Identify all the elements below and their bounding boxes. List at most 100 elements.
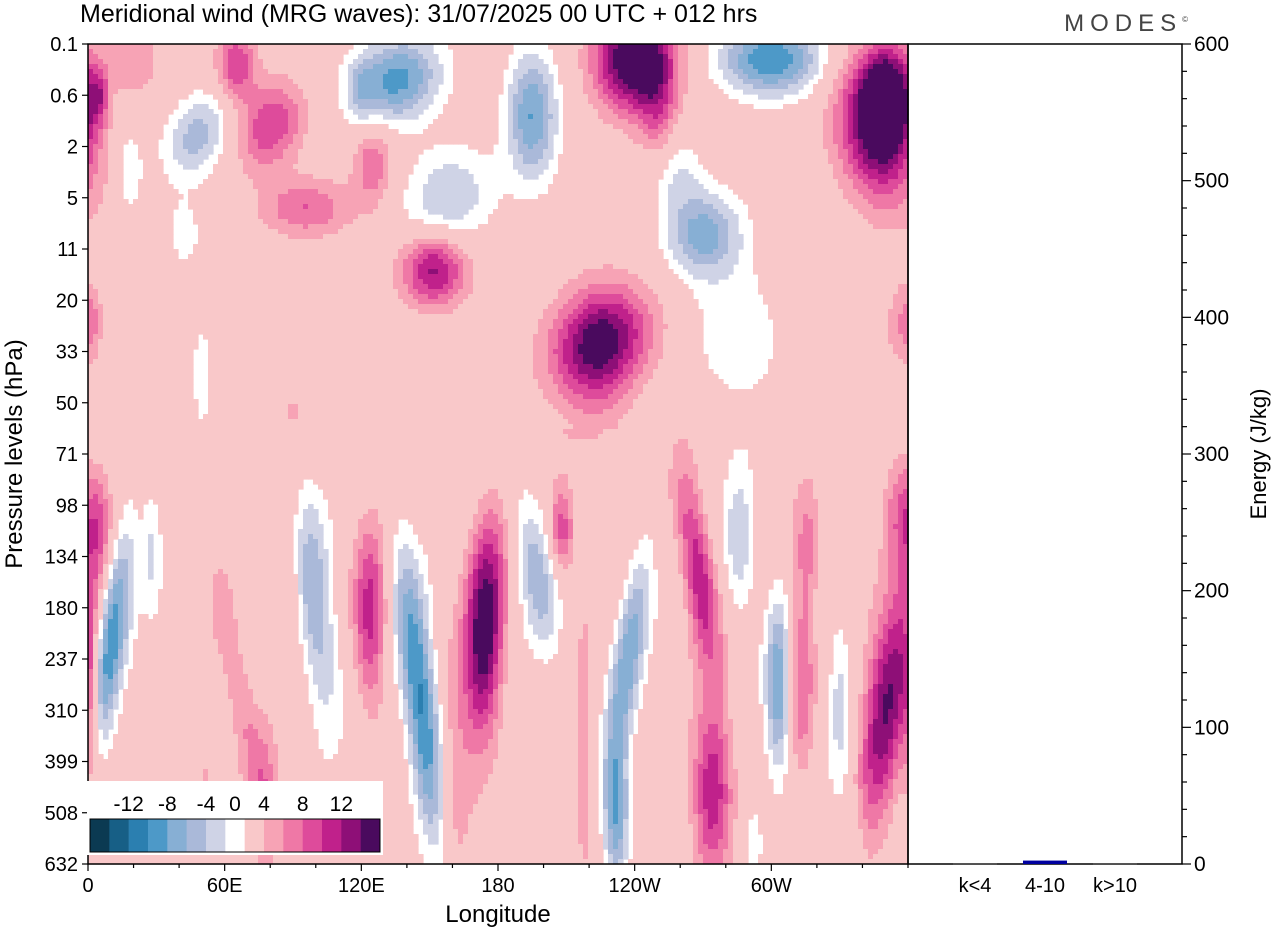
heatmap-cell: [758, 129, 764, 135]
heatmap-cell: [648, 74, 654, 80]
heatmap-cell: [818, 89, 824, 95]
heatmap-cell: [308, 74, 314, 80]
heatmap-cell: [813, 154, 819, 160]
heatmap-cell: [858, 159, 864, 165]
heatmap-cell: [633, 124, 639, 130]
heatmap-cell: [548, 94, 554, 100]
heatmap-cell: [823, 64, 829, 70]
heatmap-cell: [273, 89, 279, 95]
heatmap-cell: [118, 204, 124, 210]
heatmap-cell: [898, 184, 904, 190]
heatmap-cell: [423, 94, 429, 100]
heatmap-cell: [98, 144, 104, 150]
heatmap-cell: [263, 119, 269, 125]
heatmap-cell: [893, 134, 899, 140]
heatmap-cell: [768, 74, 774, 80]
heatmap-cell: [343, 44, 349, 50]
heatmap-cell: [778, 139, 784, 145]
heatmap-cell: [113, 94, 119, 100]
heatmap-cell: [383, 49, 389, 55]
heatmap-cell: [753, 84, 759, 90]
heatmap-cell: [103, 179, 109, 185]
heatmap-cell: [513, 204, 519, 210]
heatmap-cell: [593, 84, 599, 90]
heatmap-cell: [768, 209, 774, 215]
heatmap-cell: [768, 139, 774, 145]
heatmap-cell: [163, 109, 169, 115]
heatmap-cell: [308, 209, 314, 215]
heatmap-cell: [523, 164, 529, 170]
heatmap-cell: [823, 79, 829, 85]
heatmap-cell: [103, 54, 109, 60]
heatmap-cell: [278, 214, 284, 220]
heatmap-cell: [138, 139, 144, 145]
heatmap-cell: [298, 64, 304, 70]
heatmap-cell: [808, 204, 814, 210]
heatmap-cell: [658, 79, 664, 85]
heatmap-cell: [328, 79, 334, 85]
heatmap-cell: [788, 159, 794, 165]
heatmap-cell: [538, 164, 544, 170]
heatmap-cell: [808, 184, 814, 190]
heatmap-cell: [668, 189, 674, 195]
heatmap-cell: [863, 69, 869, 75]
heatmap-cell: [323, 94, 329, 100]
heatmap-cell: [303, 124, 309, 130]
heatmap-cell: [813, 139, 819, 145]
heatmap-cell: [708, 79, 714, 85]
heatmap-cell: [678, 89, 684, 95]
heatmap-cell: [513, 199, 519, 205]
heatmap-cell: [423, 44, 429, 50]
heatmap-cell: [213, 199, 219, 205]
heatmap-cell: [183, 49, 189, 55]
heatmap-cell: [138, 79, 144, 85]
heatmap-cell: [848, 184, 854, 190]
heatmap-cell: [833, 129, 839, 135]
heatmap-cell: [328, 94, 334, 100]
heatmap-cell: [688, 199, 694, 205]
heatmap-cell: [513, 134, 519, 140]
heatmap-cell: [118, 209, 124, 215]
heatmap-cell: [633, 129, 639, 135]
heatmap-cell: [758, 89, 764, 95]
heatmap-cell: [783, 114, 789, 120]
heatmap-cell: [238, 109, 244, 115]
heatmap-cell: [103, 199, 109, 205]
heatmap-cell: [338, 54, 344, 60]
heatmap-cell: [608, 139, 614, 145]
heatmap-cell: [563, 74, 569, 80]
heatmap-cell: [88, 79, 94, 85]
heatmap-cell: [583, 89, 589, 95]
heatmap-cell: [793, 204, 799, 210]
heatmap-cell: [303, 104, 309, 110]
heatmap-cell: [603, 204, 609, 210]
heatmap-cell: [628, 94, 634, 100]
heatmap-cell: [838, 154, 844, 160]
heatmap-cell: [743, 179, 749, 185]
heatmap-cell: [518, 169, 524, 175]
heatmap-cell: [318, 119, 324, 125]
heatmap-cell: [223, 174, 229, 180]
heatmap-cell: [793, 119, 799, 125]
heatmap-cell: [423, 89, 429, 95]
heatmap-cell: [673, 129, 679, 135]
heatmap-cell: [273, 49, 279, 55]
heatmap-cell: [878, 109, 884, 115]
heatmap-cell: [683, 99, 689, 105]
heatmap-cell: [863, 119, 869, 125]
heatmap-cell: [373, 109, 379, 115]
heatmap-cell: [618, 69, 624, 75]
heatmap-cell: [803, 114, 809, 120]
heatmap-cell: [478, 49, 484, 55]
heatmap-cell: [283, 64, 289, 70]
heatmap-cell: [323, 159, 329, 165]
heatmap-cell: [673, 89, 679, 95]
heatmap-cell: [458, 99, 464, 105]
heatmap-cell: [588, 124, 594, 130]
heatmap-cell: [733, 124, 739, 130]
heatmap-cell: [408, 84, 414, 90]
heatmap-cell: [218, 74, 224, 80]
heatmap-cell: [508, 149, 514, 155]
heatmap-cell: [603, 94, 609, 100]
heatmap-cell: [93, 69, 99, 75]
